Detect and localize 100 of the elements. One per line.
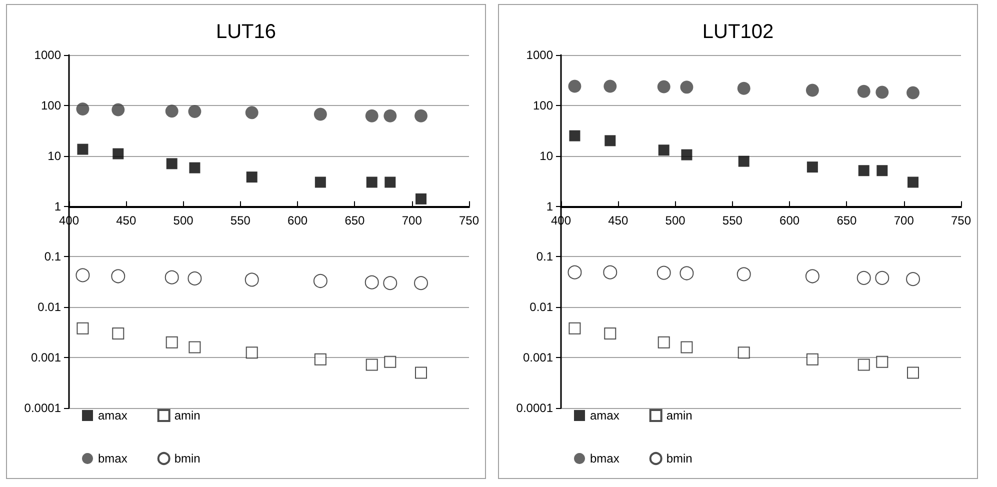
y-tick-label: 0.001 [522, 350, 554, 365]
point [736, 267, 751, 282]
x-tick-label: 550 [722, 213, 743, 228]
point [384, 109, 397, 122]
y-tick-label: 0.01 [530, 300, 554, 314]
point [806, 84, 819, 97]
point [656, 266, 671, 280]
point [166, 336, 178, 348]
point [604, 328, 616, 340]
x-tick-label: 500 [665, 213, 686, 228]
point [76, 268, 90, 282]
point [737, 82, 750, 95]
point [569, 130, 580, 142]
point [568, 80, 582, 93]
y-tick-label: 100 [532, 98, 554, 112]
point [857, 84, 870, 98]
point [314, 108, 327, 121]
point [112, 103, 125, 116]
point [906, 86, 920, 100]
legend-label: bmin [174, 452, 200, 466]
legend-label: bmin [666, 452, 692, 466]
y-tick-label: 1 [54, 199, 62, 214]
point [364, 275, 379, 290]
point [604, 80, 617, 93]
point [111, 269, 126, 284]
point [907, 366, 919, 379]
point [244, 272, 259, 287]
y-tick-label: 0.001 [30, 350, 62, 365]
legend-label: amin [174, 408, 200, 422]
x-tick-label: 750 [458, 213, 480, 228]
point [908, 176, 918, 188]
point [568, 322, 581, 334]
point [383, 276, 398, 290]
point [164, 270, 179, 284]
point [680, 266, 694, 280]
point [188, 271, 202, 286]
point [858, 165, 870, 176]
chart-title: LUT102 [702, 21, 774, 43]
point [738, 156, 750, 167]
point [76, 102, 90, 116]
point [112, 148, 124, 160]
point [188, 104, 202, 118]
point [415, 366, 427, 379]
point [738, 346, 750, 359]
y-tick-label: 0.0001 [24, 401, 62, 415]
x-tick-label: 500 [173, 213, 194, 228]
point [314, 353, 326, 366]
y-tick-label: 0.1 [536, 250, 554, 264]
x-tick-label: 600 [780, 213, 800, 228]
x-tick-label: 700 [894, 213, 914, 228]
legend-label: amax [98, 408, 128, 422]
point [856, 270, 871, 285]
point [365, 109, 378, 122]
x-tick-label: 450 [608, 213, 628, 228]
point [681, 149, 692, 160]
point [806, 162, 818, 173]
x-tick-label: 750 [950, 213, 972, 228]
point [246, 346, 258, 359]
point [414, 276, 428, 290]
point [603, 265, 618, 280]
point [314, 176, 326, 188]
point [313, 274, 328, 288]
legend-label: bmax [590, 452, 620, 466]
point [112, 328, 124, 340]
x-tick-label: 450 [116, 213, 136, 228]
point [246, 172, 258, 183]
point [805, 269, 820, 284]
point [658, 336, 670, 348]
legend-label: amin [666, 408, 692, 422]
point [875, 270, 890, 285]
x-tick-label: 600 [288, 213, 308, 228]
legend-label: amax [590, 408, 620, 422]
point [166, 158, 178, 170]
y-tick-label: 100 [40, 98, 62, 112]
point [76, 322, 89, 334]
y-tick-label: 0.1 [44, 250, 62, 264]
point [858, 358, 870, 371]
point [906, 272, 920, 286]
y-tick-label: 0.01 [38, 300, 62, 314]
x-tick-label: 650 [836, 213, 858, 228]
point [414, 109, 428, 122]
point [658, 144, 670, 156]
point [384, 356, 396, 368]
y-tick-label: 10 [48, 148, 62, 163]
point [806, 353, 818, 366]
point [189, 162, 200, 174]
y-tick-label: 1 [546, 199, 554, 214]
point [165, 104, 178, 118]
point [384, 176, 396, 188]
point [568, 265, 582, 280]
point [680, 341, 693, 354]
legend-label: bmax [98, 452, 128, 466]
chart-title: LUT16 [216, 21, 276, 43]
point [680, 80, 694, 94]
x-tick-label: 650 [344, 213, 366, 228]
point [366, 358, 378, 371]
point [245, 106, 258, 120]
x-tick-label: 550 [230, 213, 251, 228]
y-tick-label: 0.0001 [516, 401, 554, 415]
point [657, 80, 670, 94]
